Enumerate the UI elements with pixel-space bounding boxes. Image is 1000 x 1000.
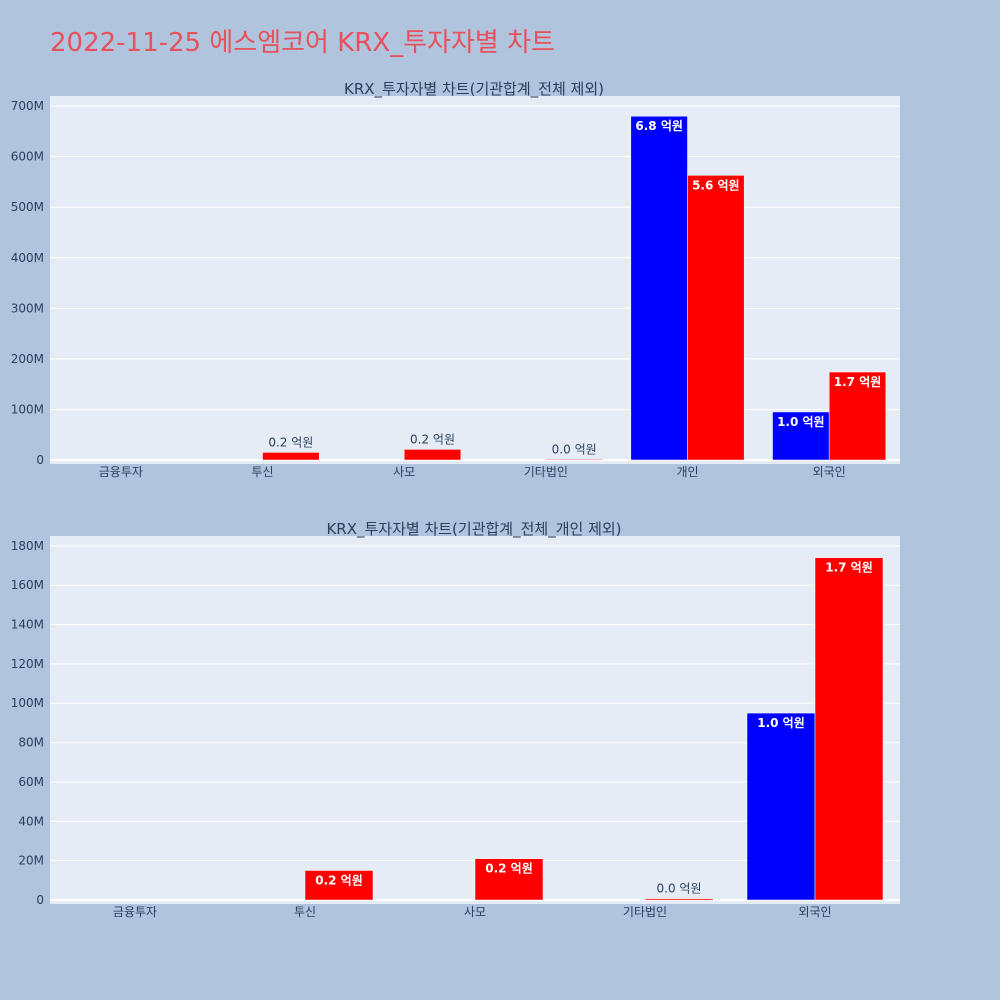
y-tick-label: 80M — [18, 736, 44, 750]
data-label: 0.0 억원 — [552, 442, 597, 456]
bar — [403, 449, 462, 461]
data-label: 1.0 억원 — [757, 716, 805, 730]
x-tick-label: 외국인 — [813, 465, 846, 479]
bar — [474, 858, 544, 901]
plot-area — [50, 96, 900, 464]
x-tick-label: 기타법인 — [524, 465, 568, 479]
x-tick-label: 금융투자 — [99, 465, 143, 479]
y-tick-label: 20M — [18, 854, 44, 868]
y-tick-label: 100M — [11, 696, 44, 710]
data-label: 0.2 억원 — [485, 862, 533, 876]
x-tick-label: 사모 — [464, 905, 486, 919]
x-tick-label: 투신 — [251, 465, 273, 479]
bar — [644, 898, 714, 901]
bar — [772, 411, 830, 461]
y-tick-label: 600M — [11, 150, 44, 164]
x-tick-label: 기타법인 — [623, 905, 667, 919]
y-tick-label: 100M — [11, 402, 44, 416]
data-label: 1.0 억원 — [777, 415, 825, 429]
data-label: 6.8 억원 — [635, 119, 683, 133]
y-tick-label: 300M — [11, 301, 44, 315]
y-tick-label: 40M — [18, 814, 44, 828]
x-tick-label: 투신 — [294, 905, 316, 919]
data-label: 0.0 억원 — [657, 882, 702, 896]
bar — [814, 557, 884, 901]
data-label: 1.7 억원 — [834, 375, 882, 389]
x-tick-label: 금융투자 — [113, 905, 157, 919]
data-label: 0.2 억원 — [268, 435, 313, 449]
data-label: 5.6 억원 — [692, 178, 740, 192]
x-tick-label: 사모 — [393, 465, 415, 479]
chart-2: 0 20M 40M 60M 80M 100M 120M 140M 160M 180M KRX_투자자… — [11, 520, 900, 919]
y-tick-label: 160M — [11, 578, 44, 592]
y-tick-label: 700M — [11, 99, 44, 113]
y-tick-label: 140M — [11, 618, 44, 632]
y-tick-label: 120M — [11, 657, 44, 671]
y-tick-label: 0 — [36, 453, 44, 467]
data-label: 0.2 억원 — [315, 873, 363, 887]
bar — [687, 175, 745, 461]
x-tick-label: 외국인 — [798, 905, 831, 919]
bar — [630, 115, 688, 461]
y-tick-label: 500M — [11, 200, 44, 214]
bar — [262, 452, 320, 461]
data-label: 0.2 억원 — [410, 432, 455, 446]
y-tick-label: 200M — [11, 352, 44, 366]
y-tick-label: 400M — [11, 251, 44, 265]
chart-1: 0 100M 200M 300M 400M 500M 600M 700M KRX_투자자별 차트… — [11, 80, 900, 479]
x-tick-label: 개인 — [676, 465, 698, 479]
page-title: 2022-11-25 에스엠코어 KRX_투자자별 차트 — [50, 28, 555, 58]
y-tick-label: 0 — [36, 893, 44, 907]
bar — [828, 371, 887, 461]
bar — [746, 712, 816, 901]
bar — [304, 870, 374, 901]
chart-title: KRX_투자자별 차트(기관합계_전체_개인 제외) — [326, 520, 621, 539]
bar — [545, 459, 603, 461]
chart-title: KRX_투자자별 차트(기관합계_전체 제외) — [344, 80, 604, 99]
y-tick-label: 180M — [11, 539, 44, 553]
data-label: 1.7 억원 — [825, 561, 873, 575]
y-tick-label: 60M — [18, 775, 44, 789]
